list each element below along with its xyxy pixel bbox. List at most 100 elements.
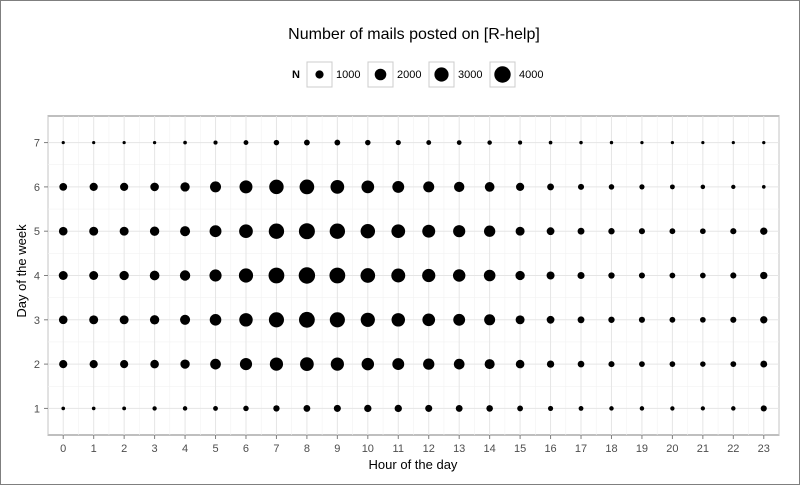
data-point xyxy=(546,227,555,236)
data-point xyxy=(670,406,675,411)
data-point xyxy=(268,267,285,284)
data-point xyxy=(149,270,160,281)
data-point xyxy=(547,405,554,412)
x-axis: 0 1 2 3 4 5 6 7 8 9 10 11 12 13 14 15 16 17 18 19 20 21 22 23 xyxy=(60,435,770,455)
data-point xyxy=(760,360,768,368)
data-point xyxy=(150,182,159,192)
data-point xyxy=(577,227,585,235)
y-axis: 1 2 3 4 5 6 7 xyxy=(34,138,48,415)
data-point xyxy=(239,224,253,239)
data-point xyxy=(89,315,99,325)
data-point xyxy=(122,140,126,145)
data-point xyxy=(300,357,314,371)
data-point xyxy=(639,406,645,411)
x-tick-label: 14 xyxy=(484,443,496,455)
data-point xyxy=(360,223,376,239)
data-point xyxy=(730,316,737,323)
data-point xyxy=(395,139,401,146)
data-point xyxy=(61,140,65,145)
data-point xyxy=(364,404,372,413)
x-tick-label: 9 xyxy=(334,443,340,455)
data-point xyxy=(638,272,645,279)
y-tick-label: 2 xyxy=(34,359,40,371)
x-tick-label: 21 xyxy=(697,443,709,455)
data-point xyxy=(360,268,376,283)
data-point xyxy=(61,406,66,411)
data-point xyxy=(243,140,249,146)
data-point xyxy=(329,267,346,284)
x-tick-label: 4 xyxy=(182,443,188,455)
x-tick-label: 13 xyxy=(453,443,465,455)
data-point xyxy=(483,269,496,282)
data-point xyxy=(119,270,129,281)
data-point xyxy=(299,179,315,195)
data-point xyxy=(700,316,706,323)
data-point xyxy=(299,311,315,328)
legend-title: N xyxy=(292,69,300,81)
x-tick-label: 5 xyxy=(212,443,218,455)
data-point xyxy=(268,223,285,239)
data-point xyxy=(608,272,615,279)
data-point xyxy=(608,316,615,323)
data-point xyxy=(515,315,525,325)
data-point xyxy=(391,224,406,239)
x-tick-label: 0 xyxy=(60,443,66,455)
data-point xyxy=(119,226,129,236)
legend: N 1000 2000 3000 4000 xyxy=(292,61,543,88)
x-tick-label: 22 xyxy=(727,443,739,455)
data-point xyxy=(578,405,584,411)
data-point xyxy=(422,224,436,238)
data-point xyxy=(515,359,525,369)
data-point xyxy=(391,268,406,283)
data-point xyxy=(608,228,615,235)
data-point xyxy=(484,314,496,326)
data-point xyxy=(269,357,284,371)
data-point xyxy=(149,226,160,236)
chart-title: Number of mails posted on [R-help] xyxy=(288,26,540,43)
data-point xyxy=(333,404,341,412)
data-point xyxy=(700,361,706,367)
x-axis-title: Hour of the day xyxy=(369,457,458,472)
data-point xyxy=(455,404,463,412)
data-point xyxy=(484,182,495,192)
x-tick-label: 8 xyxy=(304,443,310,455)
data-point xyxy=(180,226,191,237)
data-point xyxy=(731,406,736,411)
y-tick-label: 6 xyxy=(34,182,40,194)
data-point xyxy=(760,227,768,235)
data-point xyxy=(330,357,344,371)
data-point xyxy=(700,272,706,279)
data-point xyxy=(180,182,190,192)
data-point xyxy=(547,183,554,191)
data-point xyxy=(730,228,737,235)
data-point xyxy=(268,312,284,328)
data-point xyxy=(298,267,316,284)
data-point xyxy=(120,182,129,191)
data-point xyxy=(303,404,311,412)
data-point xyxy=(453,313,466,326)
y-axis-title: Day of the week xyxy=(14,224,29,318)
data-point xyxy=(609,140,614,145)
data-point xyxy=(180,314,191,325)
data-point xyxy=(515,270,525,281)
data-point xyxy=(484,359,495,370)
data-point xyxy=(638,316,645,323)
data-point xyxy=(760,316,768,324)
data-point xyxy=(638,228,645,235)
data-point xyxy=(483,225,496,237)
x-tick-label: 1 xyxy=(91,443,97,455)
data-point xyxy=(548,140,553,145)
data-point xyxy=(391,313,406,327)
data-point xyxy=(149,315,160,325)
data-point xyxy=(239,313,253,327)
data-point xyxy=(239,180,253,194)
y-tick-label: 1 xyxy=(34,403,40,415)
data-point xyxy=(91,406,96,411)
data-point xyxy=(701,140,705,145)
data-point xyxy=(329,223,346,239)
y-tick-label: 4 xyxy=(34,271,40,283)
data-point xyxy=(730,361,737,368)
legend-label: 3000 xyxy=(458,69,482,81)
data-point xyxy=(365,139,371,146)
data-point xyxy=(700,184,706,190)
